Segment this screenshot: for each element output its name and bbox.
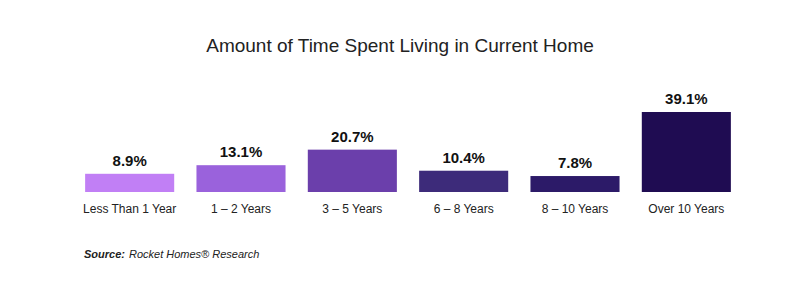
x-tick: 1 – 2 Years — [211, 202, 271, 216]
source: Source: Rocket Homes® Research — [84, 248, 259, 260]
data-label: 10.4% — [442, 149, 485, 166]
bars — [85, 112, 731, 192]
data-label: 39.1% — [665, 90, 708, 107]
x-tick: 8 – 10 Years — [542, 202, 609, 216]
bar — [642, 112, 731, 192]
x-tick: Less Than 1 Year — [83, 202, 176, 216]
bar — [196, 165, 285, 192]
data-label: 20.7% — [331, 128, 374, 145]
x-tick-label: Over 10 Years — [648, 202, 724, 216]
title: Amount of Time Spent Living in Current H… — [206, 35, 594, 56]
chart: Amount of Time Spent Living in Current H… — [0, 0, 800, 292]
data-label: 7.8% — [558, 154, 592, 171]
x-tick: 6 – 8 Years — [434, 202, 494, 216]
x-tick-label: 3 – 5 Years — [322, 202, 382, 216]
data-label: 8.9% — [113, 152, 147, 169]
x-tick: 3 – 5 Years — [322, 202, 382, 216]
bar — [308, 150, 397, 192]
bar — [530, 176, 619, 192]
data-label: 13.1% — [220, 143, 263, 160]
bar — [419, 171, 508, 192]
source-label: Source: — [84, 248, 125, 260]
bar — [85, 174, 174, 192]
x-tick-label: 1 – 2 Years — [211, 202, 271, 216]
x-axis: Less Than 1 Year 1 – 2 Years 3 – 5 Years 6 … — [83, 202, 724, 216]
x-tick-label: Less Than 1 Year — [83, 202, 176, 216]
source-text: Rocket Homes® Research — [129, 248, 259, 260]
x-tick-label: 8 – 10 Years — [542, 202, 609, 216]
x-tick-label: 6 – 8 Years — [434, 202, 494, 216]
x-tick: Over 10 Years — [648, 202, 724, 216]
data-labels: 8.9% 13.1% 20.7% 10.4% 7.8% 39.1% — [113, 90, 708, 171]
